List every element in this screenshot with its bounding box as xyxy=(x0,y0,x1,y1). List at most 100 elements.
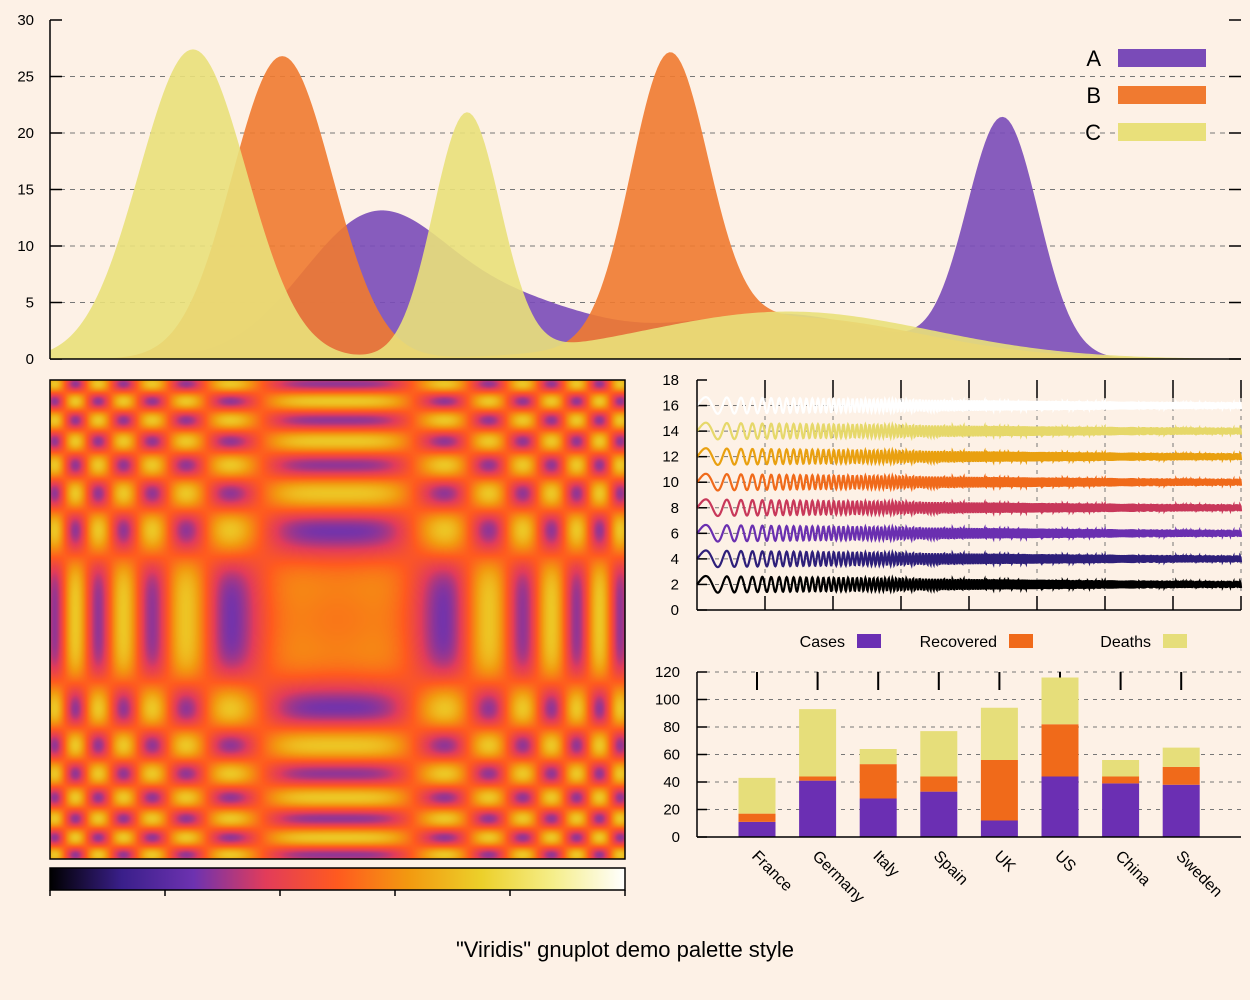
bar-cases-spain xyxy=(920,791,958,837)
legend-swatch-a xyxy=(1118,49,1206,67)
bar-category-label: Sweden xyxy=(1172,848,1225,901)
bar-category-label: China xyxy=(1112,848,1154,890)
density-axes xyxy=(49,20,1241,360)
waves-y-tick-label: 2 xyxy=(671,576,679,593)
density-y-tick-label: 15 xyxy=(17,182,34,199)
legend-label-c: C xyxy=(1085,120,1101,145)
waves-y-tick-label: 8 xyxy=(671,500,679,517)
waves-y-tick-labels: 0 2 4 6 8 10 12 14 16 18 xyxy=(662,372,679,619)
waves-y-tick-label: 12 xyxy=(662,449,679,466)
waves-y-tick-label: 0 xyxy=(671,602,679,619)
heatmap-chart xyxy=(49,379,626,896)
bar-category-label: UK xyxy=(991,848,1019,876)
bar-recovered-germany xyxy=(799,776,837,781)
bar-category-labels: France Germany Italy Spain UK US China Sweden xyxy=(748,848,1225,907)
bar-legend-label-cases: Cases xyxy=(800,634,845,651)
wave-line-14 xyxy=(696,420,1243,442)
bar-recovered-italy xyxy=(859,764,897,799)
bar-category-label: France xyxy=(748,848,795,895)
bar-recovered-china xyxy=(1102,776,1140,784)
bar-cases-germany xyxy=(799,780,837,837)
wave-line-10 xyxy=(696,472,1243,493)
density-area-c xyxy=(50,49,1241,360)
bar-y-tick-label: 80 xyxy=(663,719,680,736)
waves-axes xyxy=(696,380,1241,611)
bar-y-tick-label: 20 xyxy=(663,802,680,819)
waves-lines xyxy=(696,395,1243,595)
bar-y-tick-label: 60 xyxy=(663,747,680,764)
bar-recovered-france xyxy=(738,813,776,822)
bar-cases-uk xyxy=(980,820,1018,837)
bar-recovered-sweden xyxy=(1162,766,1200,785)
waves-y-tick-label: 14 xyxy=(662,423,679,440)
density-y-tick-label: 5 xyxy=(26,295,34,312)
bar-category-label: Spain xyxy=(930,848,971,889)
heatmap-image xyxy=(50,380,625,859)
density-y-tick-labels: 0 5 10 15 20 25 30 xyxy=(17,12,34,368)
density-legend: ABC xyxy=(1085,46,1206,145)
legend-swatch-c xyxy=(1118,123,1206,141)
colorbar-ticks xyxy=(49,890,626,896)
wave-line-4 xyxy=(696,548,1243,570)
bar-bars xyxy=(738,677,1200,837)
waves-y-tick-label: 10 xyxy=(662,474,679,491)
bar-y-tick-label: 0 xyxy=(672,829,680,846)
bar-deaths-china xyxy=(1102,760,1140,777)
wave-line-8 xyxy=(696,497,1243,519)
bar-deaths-germany xyxy=(799,709,837,777)
bar-recovered-spain xyxy=(920,776,958,792)
bar-category-label: Germany xyxy=(809,848,868,907)
bar-deaths-spain xyxy=(920,731,958,777)
waves-chart: 0 2 4 6 8 10 12 14 16 18 xyxy=(662,372,1243,619)
density-y-tick-label: 30 xyxy=(17,12,34,29)
bar-y-tick-label: 40 xyxy=(663,774,680,791)
wave-line-12 xyxy=(696,446,1243,467)
density-y-tick-label: 10 xyxy=(17,238,34,255)
density-y-tick-label: 20 xyxy=(17,125,34,142)
bar-legend-swatch-cases xyxy=(857,634,881,648)
bar-cases-china xyxy=(1102,783,1140,837)
bar-cases-italy xyxy=(859,798,897,837)
bar-cases-france xyxy=(738,821,776,837)
density-area-b xyxy=(50,52,1241,359)
waves-grid xyxy=(697,379,1242,611)
density-chart: 0 5 10 15 20 25 30 ABC xyxy=(17,12,1241,368)
waves-y-tick-label: 18 xyxy=(662,372,679,389)
bar-legend-label-deaths: Deaths xyxy=(1100,634,1151,651)
heatmap-frame xyxy=(49,379,626,860)
bar-y-tick-labels: 0 20 40 60 80 100 120 xyxy=(655,664,680,846)
waves-y-tick-label: 6 xyxy=(671,525,679,542)
bar-legend: Cases Recovered Deaths xyxy=(800,634,1187,651)
bar-deaths-italy xyxy=(859,749,897,765)
colorbar xyxy=(49,867,626,891)
density-y-tick-label: 0 xyxy=(26,351,34,368)
waves-y-tick-label: 4 xyxy=(671,551,679,568)
bar-recovered-uk xyxy=(980,760,1018,821)
density-areas xyxy=(50,49,1241,360)
bar-cases-us xyxy=(1041,776,1079,837)
bar-deaths-us xyxy=(1041,677,1079,725)
bar-deaths-uk xyxy=(980,707,1018,760)
bar-legend-swatch-recovered xyxy=(1009,634,1033,648)
bar-y-tick-label: 100 xyxy=(655,692,680,709)
wave-line-16 xyxy=(696,395,1243,416)
bar-legend-swatch-deaths xyxy=(1163,634,1187,648)
bar-y-tick-label: 120 xyxy=(655,664,680,681)
waves-y-tick-label: 16 xyxy=(662,398,679,415)
wave-line-6 xyxy=(696,523,1243,544)
legend-label-b: B xyxy=(1086,83,1101,108)
bar-category-label: Italy xyxy=(869,848,902,881)
bar-axes xyxy=(696,672,1241,838)
bar-legend-label-recovered: Recovered xyxy=(920,634,997,651)
legend-swatch-b xyxy=(1118,86,1206,104)
legend-label-a: A xyxy=(1086,46,1101,71)
bar-cases-sweden xyxy=(1162,784,1200,837)
bar-category-label: US xyxy=(1051,848,1079,876)
stacked-bar-chart: Cases Recovered Deaths 0 20 40 60 80 100 120 Fra… xyxy=(655,634,1241,906)
wave-line-2 xyxy=(696,574,1243,595)
bar-deaths-france xyxy=(738,777,776,814)
density-y-tick-label: 25 xyxy=(17,69,34,86)
figure-title: "Viridis" gnuplot demo palette style xyxy=(456,937,794,962)
bar-recovered-us xyxy=(1041,724,1079,777)
